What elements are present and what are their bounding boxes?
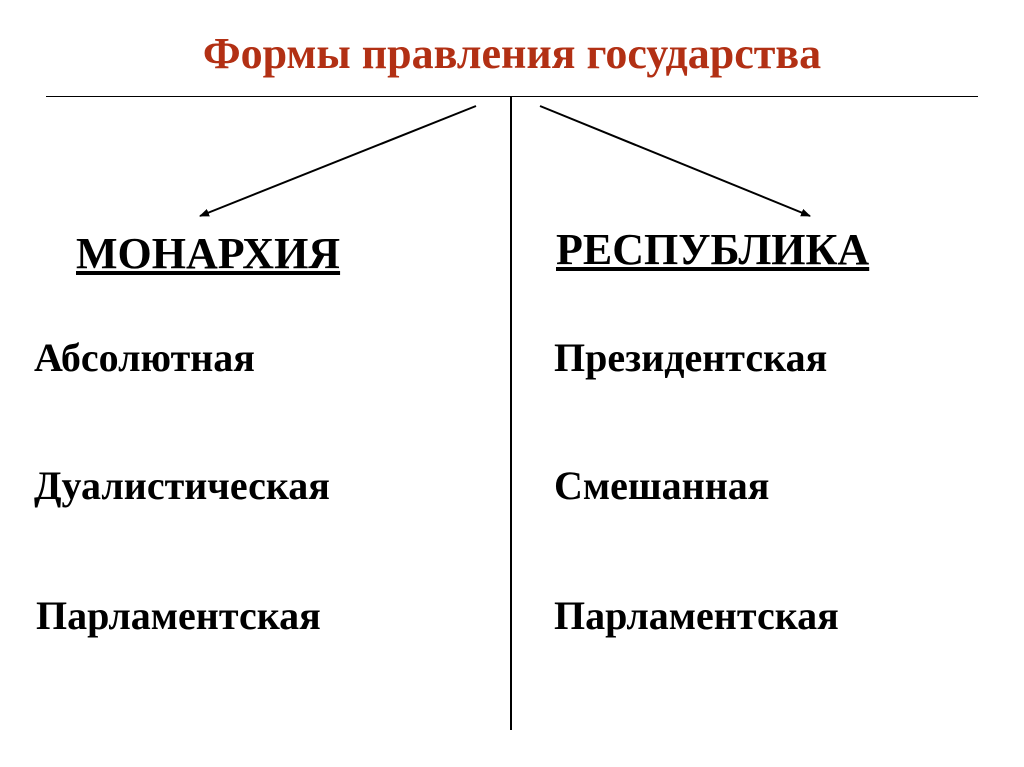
arrow-left <box>0 0 1024 767</box>
right-item-2: Парламентская <box>554 592 839 639</box>
right-branch-heading: РЕСПУБЛИКА <box>556 224 869 275</box>
left-branch-heading: МОНАРХИЯ <box>76 228 340 279</box>
diagram-title: Формы правления государства <box>0 28 1024 79</box>
title-underline <box>46 96 978 97</box>
left-item-1: Дуалистическая <box>34 462 330 509</box>
right-item-1: Смешанная <box>554 462 769 509</box>
left-item-2: Парламентская <box>36 592 321 639</box>
right-item-0: Президентская <box>554 334 827 381</box>
vertical-divider <box>510 96 512 730</box>
left-item-0: Абсолютная <box>34 334 255 381</box>
